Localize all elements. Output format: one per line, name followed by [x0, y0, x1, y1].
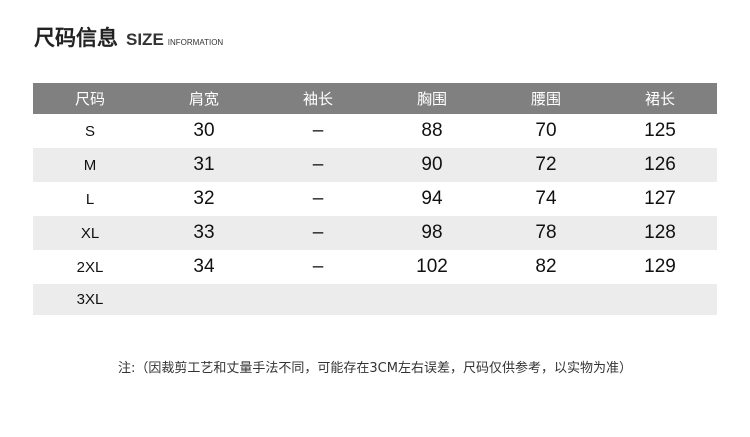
value-cell: 90 [375, 148, 489, 182]
value-cell: 88 [421, 120, 443, 141]
size-cell: M [33, 148, 147, 182]
column-header: 肩宽 [147, 83, 261, 114]
value-cell: – [312, 188, 324, 209]
value-cell: 31 [147, 148, 261, 182]
size-cell: 3XL [33, 284, 147, 315]
value-cell [147, 284, 261, 315]
size-table: 尺码 肩宽 袖长 胸围 腰围 裙长 S 30–88 70 125 M 31–90 72 126 L 32–9… [33, 83, 717, 315]
size-cell: 2XL [76, 258, 104, 276]
value-cell: 94 [421, 188, 443, 209]
value-cell: 128 [603, 216, 717, 250]
column-header: 裙长 [603, 83, 717, 114]
column-header: 尺码 [33, 83, 147, 114]
table-row: L 32 – 94 74 127 [33, 182, 717, 216]
title-en: SIZE [126, 30, 164, 49]
title-sub: INFORMATION [167, 38, 224, 47]
value-cell [489, 284, 603, 315]
column-header: 胸围 [375, 83, 489, 114]
column-header: 袖长 [261, 83, 375, 114]
value-cell: 98 [375, 216, 489, 250]
value-cell: 125 [644, 120, 676, 141]
table-row: XL 33–98 78 128 [33, 216, 717, 250]
size-cell: S [84, 122, 95, 140]
value-cell: 78 [489, 216, 603, 250]
value-cell [261, 284, 375, 315]
page-title: 尺码信息 SIZE INFORMATION [34, 22, 223, 52]
value-cell [603, 284, 717, 315]
value-cell: – [261, 148, 375, 182]
table-row: 2XL 34 – 102 82 129 [33, 250, 717, 284]
value-cell: 127 [644, 188, 676, 209]
table-row: 3XL [33, 284, 717, 315]
value-cell: – [261, 216, 375, 250]
table-header: 尺码 肩宽 袖长 胸围 腰围 裙长 [33, 83, 717, 114]
table-row: M 31–90 72 126 [33, 148, 717, 182]
size-cell: XL [33, 216, 147, 250]
value-cell: 33 [147, 216, 261, 250]
value-cell: – [312, 120, 324, 141]
value-cell: 74 [535, 188, 557, 209]
value-cell: 129 [644, 256, 676, 277]
column-header: 腰围 [489, 83, 603, 114]
value-cell: 70 [535, 120, 557, 141]
table-row: S 30 – 88 70 125 [33, 114, 717, 148]
value-cell: 126 [603, 148, 717, 182]
value-cell: 32 [193, 188, 215, 209]
value-cell [375, 284, 489, 315]
footnote: 注:（因裁剪工艺和丈量手法不同，可能存在3CM左右误差，尺码仅供参考，以实物为准… [118, 361, 632, 376]
value-cell: 34 [193, 256, 215, 277]
size-cell: L [85, 190, 95, 208]
value-cell: 72 [489, 148, 603, 182]
value-cell: 30 [193, 120, 215, 141]
value-cell: – [312, 256, 324, 277]
value-cell: 102 [416, 256, 448, 277]
title-cn: 尺码信息 [34, 26, 118, 50]
value-cell: 82 [535, 256, 557, 277]
